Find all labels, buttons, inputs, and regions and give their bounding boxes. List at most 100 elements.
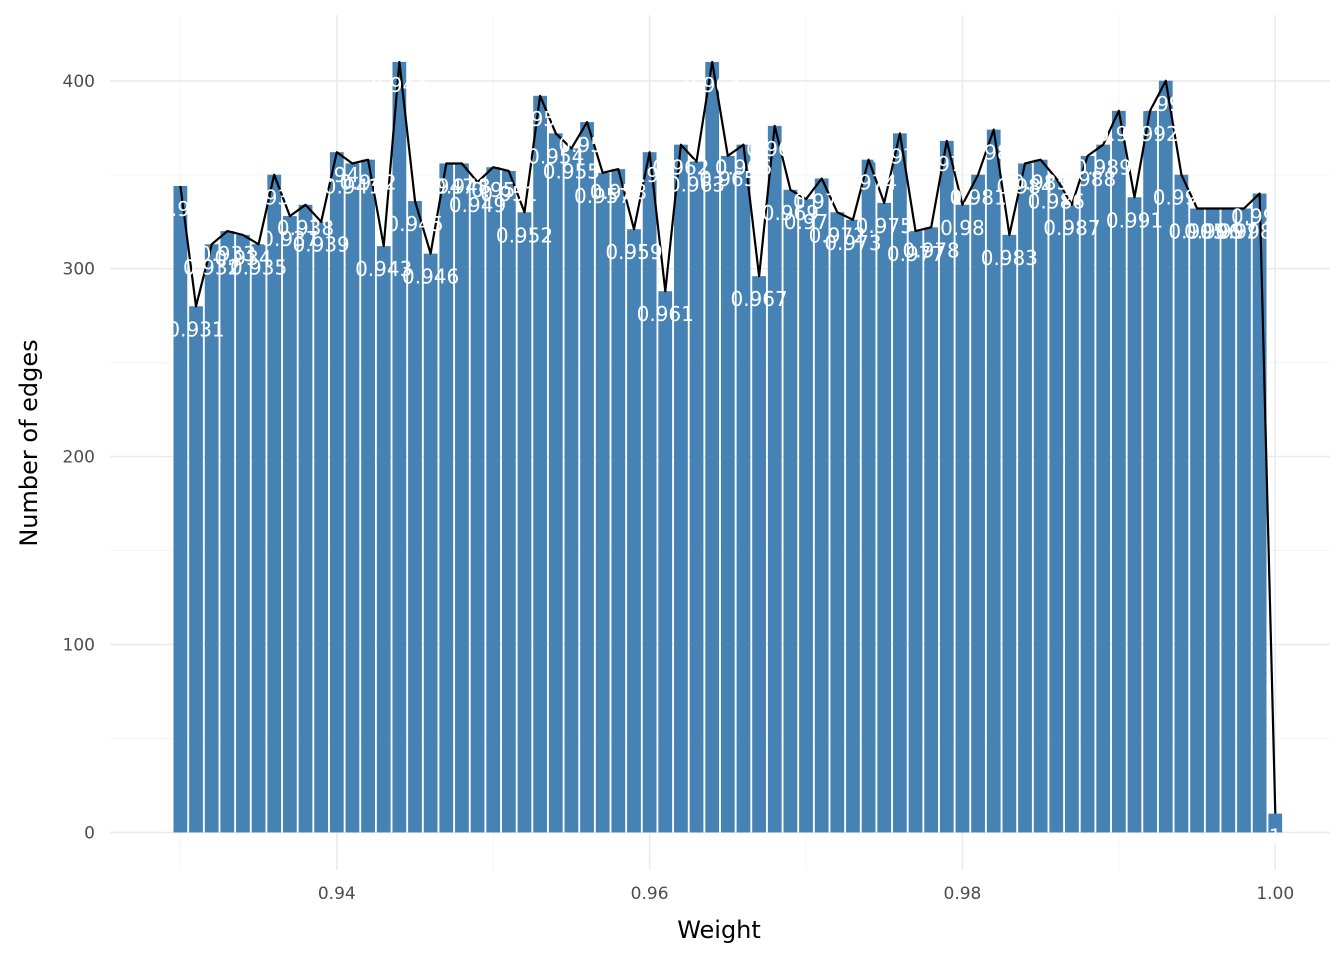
bar: [971, 174, 985, 833]
bar: [642, 152, 657, 833]
bar-value-label: 0.95: [471, 178, 516, 202]
bar: [282, 216, 297, 833]
x-axis-title: Weight: [677, 916, 761, 944]
bar-value-label: 0.942: [339, 171, 396, 195]
bar-value-label: 0.996: [1184, 220, 1241, 244]
bar: [674, 144, 688, 833]
bar: [204, 244, 219, 833]
bar-value-label: 0.941: [324, 174, 381, 198]
bar-value-label: 0.958: [590, 180, 647, 204]
bar: [361, 159, 375, 833]
bar-value-label: 0.998: [1215, 220, 1272, 244]
bar-value-label: 0.932: [183, 255, 240, 279]
bar-value-label: 0.943: [355, 257, 412, 281]
bar-value-label: 0.992: [1121, 122, 1178, 146]
bar-value-label: 0.98: [940, 216, 985, 240]
bar-value-label: 0.938: [277, 216, 334, 240]
bar-value-label: 0.948: [433, 174, 490, 198]
bar-value-label: 0.976: [871, 144, 928, 168]
bar-value-label: 0.956: [558, 133, 615, 157]
bar: [1252, 193, 1267, 833]
bar-value-label: 0.945: [386, 212, 443, 236]
bar: [517, 212, 532, 833]
bar: [423, 253, 438, 833]
bar: [486, 167, 501, 833]
bar-value-label: 0.951: [480, 182, 537, 206]
bar: [814, 178, 829, 833]
bar: [1143, 110, 1158, 833]
bar: [376, 246, 391, 833]
y-axis-ticks: 0 100 200 300 400: [63, 72, 95, 844]
bar-value-label: 0.944: [371, 73, 428, 97]
bar-value-label: 0.986: [1028, 189, 1085, 213]
bar-value-label: 0.939: [293, 233, 350, 257]
bar-value-label: 0.964: [684, 73, 741, 97]
x-tick-label: 1.00: [1256, 884, 1294, 904]
bar-value-label: 0.94: [315, 163, 360, 187]
bar: [627, 229, 641, 833]
bar: [392, 61, 407, 833]
y-tick-label: 200: [63, 448, 95, 468]
bar: [314, 221, 329, 833]
y-tick-label: 0: [84, 823, 95, 843]
series-line: [179, 60, 1277, 814]
bar: [720, 155, 735, 833]
bar: [220, 231, 235, 833]
bar-value-label: 0.972: [809, 223, 866, 247]
bar: [783, 189, 798, 833]
bar-value-label: 0.962: [652, 156, 709, 180]
bar-value-label: 0.975: [856, 214, 913, 238]
bar-value-label: 0.97: [784, 210, 829, 234]
bar: [1018, 163, 1032, 833]
bar-value-label: 0.959: [605, 240, 662, 264]
frequency-line: [179, 60, 1277, 814]
bar-value-labels: 0.930.9310.9320.9330.9340.9350.9360.9370…: [158, 73, 1288, 849]
bar-value-label: 0.934: [214, 246, 271, 270]
bar-value-label: 0.947: [418, 174, 475, 198]
bar: [1065, 204, 1079, 833]
y-tick-label: 300: [63, 260, 95, 280]
bar: [1190, 208, 1204, 833]
x-tick-label: 0.98: [944, 884, 982, 904]
bar-value-label: 0.977: [887, 242, 944, 266]
bar-value-label: 0.955: [543, 159, 600, 183]
bar: [1080, 155, 1095, 833]
bar-value-label: 0.952: [496, 223, 553, 247]
bar: [329, 152, 344, 833]
bar-value-label: 1: [1269, 825, 1282, 849]
bar-value-label: 0.987: [1043, 216, 1100, 240]
bar: [173, 186, 188, 833]
bar: [345, 163, 360, 833]
bar: [1158, 80, 1173, 833]
bar: [846, 219, 860, 833]
bar: [986, 129, 1001, 833]
bar: [408, 201, 422, 833]
bar-value-label: 0.931: [167, 317, 224, 341]
bar: [705, 61, 720, 833]
bar-value-label: 0.995: [1168, 220, 1225, 244]
bar: [939, 140, 954, 833]
bar: [908, 231, 923, 833]
bar: [752, 276, 766, 833]
bar-value-label: 0.997: [1200, 220, 1257, 244]
bar: [251, 244, 266, 833]
bar: [1033, 159, 1048, 833]
bar: [564, 148, 579, 833]
bar-value-label: 0.982: [965, 141, 1022, 165]
bar: [1049, 178, 1064, 833]
bar: [736, 144, 751, 833]
bar-value-label: 0.989: [1075, 156, 1132, 180]
y-tick-label: 400: [63, 72, 95, 92]
bar: [830, 212, 845, 833]
bar: [595, 172, 610, 833]
bar: [861, 159, 876, 833]
bar: [658, 291, 673, 833]
bar-value-label: 0.937: [261, 227, 318, 251]
bar-value-label: 0.936: [246, 186, 303, 210]
bars: [173, 61, 1283, 833]
bar: [533, 95, 548, 833]
bar-value-label: 0.961: [637, 302, 694, 326]
bar-value-label: 0.933: [199, 242, 256, 266]
bar-value-label: 0.96: [627, 163, 672, 187]
